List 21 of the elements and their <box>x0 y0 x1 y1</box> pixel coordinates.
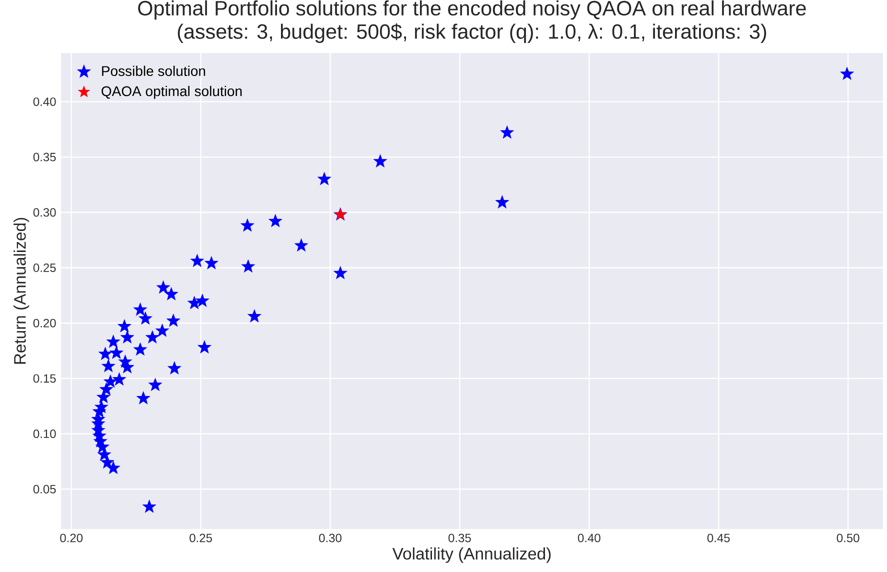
x-tick-label: 0.35 <box>448 534 471 542</box>
chart-title: Optimal Portfolio solutions for the encoded noisy QAOA on real hardware <box>138 0 806 20</box>
y-tick-label: 0.25 <box>33 264 56 272</box>
y-tick-label: 0.30 <box>33 208 56 217</box>
y-tick-label: 0.05 <box>33 484 56 494</box>
x-tick-label: 0.20 <box>60 534 83 542</box>
x-tick-label: 0.40 <box>578 534 600 542</box>
legend-label: Possible solution <box>102 66 206 76</box>
legend-label: QAOA optimal solution <box>102 86 242 99</box>
y-tick-label: 0.20 <box>33 318 56 328</box>
y-tick-label: 0.10 <box>33 430 56 438</box>
x-tick-label: 0.45 <box>707 534 730 542</box>
chart-subtitle: (assets: 3, budget: 500$, risk factor (q): 1.0, λ: 0.1, iterations: 3) <box>178 23 766 43</box>
y-tick-label: 0.15 <box>33 374 56 383</box>
x-tick-label: 0.25 <box>190 534 212 542</box>
x-axis-title: Volatility (Annualized) <box>392 547 551 563</box>
y-axis-title: Return (Annualized) <box>14 218 30 364</box>
y-tick-label: 0.40 <box>33 97 56 106</box>
x-tick-label: 0.50 <box>836 534 860 542</box>
y-tick-label: 0.35 <box>33 152 56 162</box>
x-tick-label: 0.30 <box>319 534 342 542</box>
